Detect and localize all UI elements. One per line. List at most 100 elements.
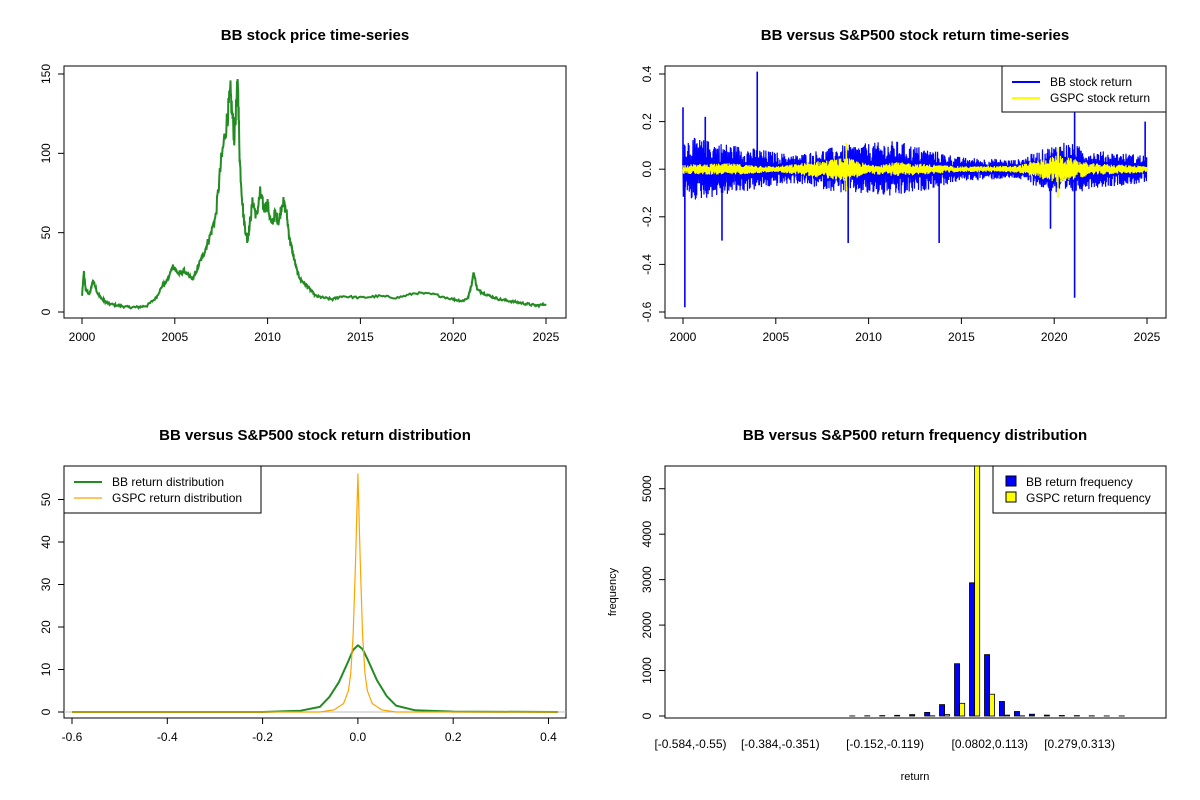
return-ts-x-tick-label: 2020 [1041,330,1068,344]
legend-label-bb-return: BB stock return [1050,75,1132,89]
price-chart-title: BB stock price time-series [221,27,409,44]
frequency-category-label: [-0.584,-0.55) [654,737,726,751]
return-ts-x-tick-label: 2000 [670,330,697,344]
return-ts-y-tick-label: 0.4 [640,65,654,82]
distribution-y-tick-label: 30 [39,578,53,592]
frequency-y-tick-label: 5000 [640,475,654,502]
return-ts-y-tick-label: -0.4 [640,254,654,275]
return-ts-legend: BB stock return GSPC stock return [1001,65,1167,113]
distribution-plot-area [64,473,566,713]
distribution-x-tick-label: -0.4 [157,730,178,744]
bb-distribution-line [72,644,559,713]
gspc-frequency-bar [974,465,981,717]
frequency-category-label: [0.0802,0.113) [952,737,1029,751]
distribution-y-axis: 0 10 20 30 40 50 [39,493,65,715]
return-ts-y-tick-label: -0.6 [640,301,654,322]
frequency-y-axis: 0 1000 2000 3000 4000 5000 [640,475,666,719]
distribution-y-tick-label: 20 [39,620,53,634]
frequency-legend-box [992,465,1167,514]
frequency-y-tick-label: 1000 [640,657,654,684]
price-y-tick-label: 50 [39,226,53,240]
bb-frequency-bar [969,582,975,717]
bb-frequency-bar [954,663,960,717]
price-x-tick-label: 2010 [254,330,281,344]
panel-frequency-distribution: BB versus S&P500 return frequency distri… [607,427,1167,783]
gspc-frequency-bar [989,693,995,717]
return-ts-title: BB versus S&P500 stock return time-serie… [761,27,1069,44]
price-plot-frame [63,65,567,319]
price-y-tick-label: 150 [39,64,53,84]
bb-frequency-bar [1014,711,1020,717]
bb-frequency-bar [909,714,916,717]
bb-frequency-bar [924,712,931,717]
price-x-tick-label: 2025 [533,330,560,344]
frequency-y-label: frequency [607,567,619,616]
distribution-x-tick-label: -0.6 [62,730,83,744]
legend-label-bb-frequency: BB return frequency [1026,475,1133,489]
distribution-y-tick-label: 10 [39,663,53,677]
legend-label-gspc-distribution: GSPC return distribution [112,491,242,505]
frequency-category-label: [0.279,0.313) [1044,737,1115,751]
return-ts-x-tick-label: 2025 [1134,330,1161,344]
frequency-legend: BB return frequency GSPC return frequenc… [992,465,1167,514]
bb-frequency-bar [1043,714,1050,717]
legend-label-gspc-frequency: GSPC return frequency [1026,491,1151,505]
legend-label-bb-distribution: BB return distribution [112,475,224,489]
return-ts-y-tick-label: 0.2 [640,113,654,130]
distribution-x-tick-label: -0.2 [252,730,273,744]
legend-swatch-gspc-frequency [1005,491,1017,503]
gspc-frequency-bar [1004,714,1010,717]
price-y-axis: 0 50 100 150 [39,64,65,315]
distribution-y-tick-label: 0 [39,708,53,715]
return-ts-y-tick-label: -0.2 [640,206,654,227]
price-series-line [81,79,547,310]
price-y-tick-label: 100 [39,143,53,163]
bb-frequency-bar [999,701,1005,717]
return-ts-y-tick-label: 0.0 [640,161,654,178]
frequency-y-tick-label: 0 [640,712,654,719]
gspc-return-series-line [682,155,1148,183]
return-ts-x-axis: 2000 2005 2010 2015 2020 2025 [670,317,1161,344]
price-x-tick-label: 2015 [347,330,374,344]
panel-price-timeseries: BB stock price time-series 2000 2005 2010 2… [39,27,567,344]
distribution-y-tick-label: 50 [39,493,53,507]
distribution-x-tick-label: 0.0 [350,730,367,744]
frequency-category-label: [-0.152,-0.119) [846,737,924,751]
frequency-title: BB versus S&P500 return frequency distri… [743,427,1087,444]
frequency-y-tick-label: 2000 [640,611,654,638]
return-ts-x-tick-label: 2015 [948,330,975,344]
price-plot-area [81,79,547,310]
gspc-distribution-line [72,473,558,713]
bb-frequency-bar [1058,715,1065,717]
distribution-x-tick-label: 0.4 [540,730,557,744]
panel-return-distribution: BB versus S&P500 stock return distributi… [39,427,567,744]
distribution-x-tick-label: 0.2 [445,730,462,744]
gspc-frequency-bar [959,702,966,717]
frequency-plot-area [849,465,1125,717]
return-ts-x-tick-label: 2010 [855,330,882,344]
frequency-y-tick-label: 4000 [640,521,654,548]
bb-frequency-bar [1029,713,1035,717]
price-x-axis: 2000 2005 2010 2015 2020 2025 [69,317,560,344]
distribution-y-tick-label: 40 [39,535,53,549]
return-ts-plot-area [682,71,1148,308]
distribution-x-axis: -0.6 -0.4 -0.2 0.0 0.2 0.4 [62,717,557,744]
panel-return-timeseries: BB versus S&P500 stock return time-serie… [640,27,1167,344]
frequency-x-axis: [-0.584,-0.55) [-0.384,-0.351) [-0.152,-0.… [654,737,1114,751]
price-y-tick-label: 0 [39,308,53,315]
price-x-tick-label: 2005 [161,330,188,344]
legend-swatch-bb-frequency [1005,475,1017,487]
bb-frequency-bar [894,714,901,717]
bb-frequency-bar [984,654,990,717]
distribution-title: BB versus S&P500 stock return distributi… [159,427,471,444]
frequency-x-label: return [901,771,930,783]
return-ts-legend-box [1001,65,1167,113]
bb-frequency-bar [939,704,945,717]
distribution-legend-box [63,465,262,514]
frequency-y-tick-label: 3000 [640,566,654,593]
return-ts-x-tick-label: 2005 [762,330,789,344]
price-x-tick-label: 2020 [440,330,467,344]
distribution-legend: BB return distribution GSPC return distr… [63,465,262,514]
price-x-tick-label: 2000 [69,330,96,344]
